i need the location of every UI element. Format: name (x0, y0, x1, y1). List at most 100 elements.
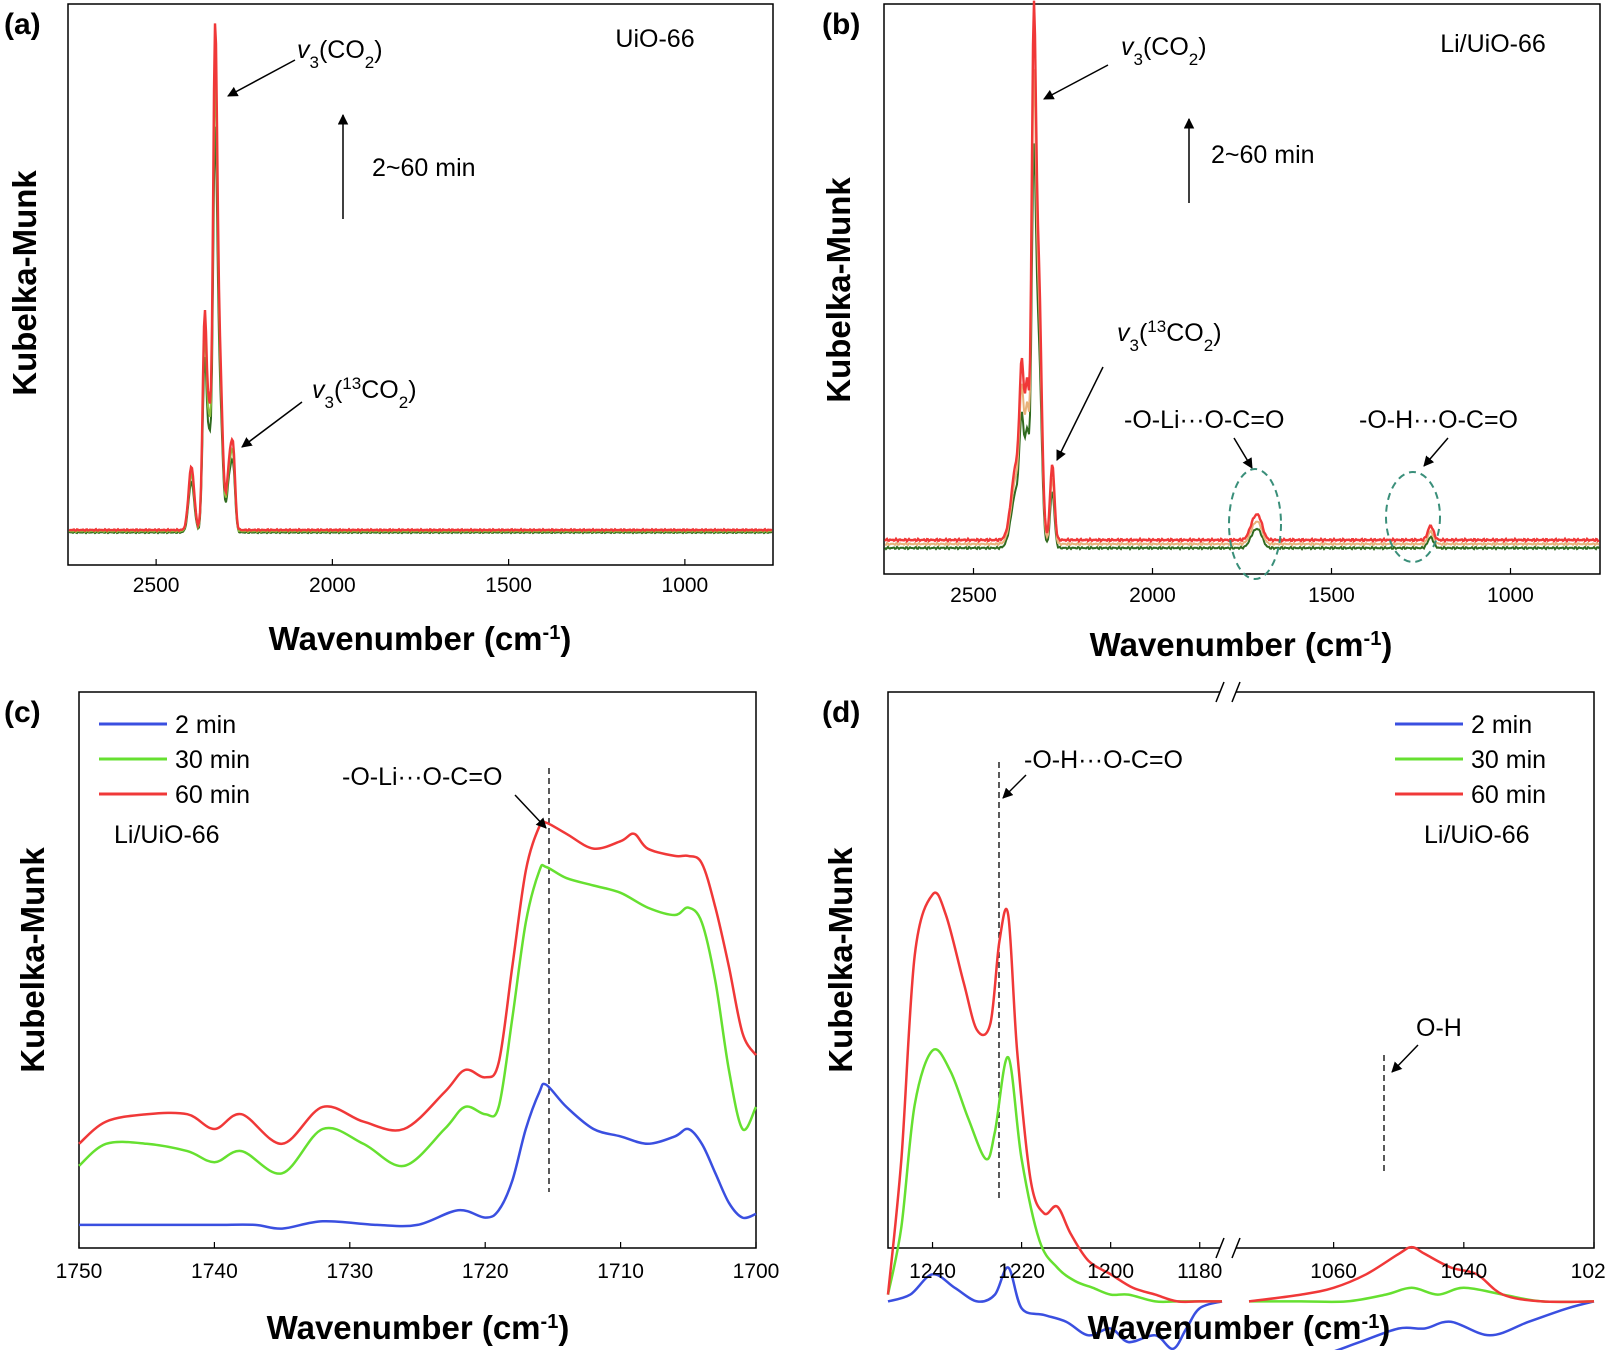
panel-c-sample-label: Li/UiO-66 (114, 821, 220, 849)
panel-b-time-label: 2~60 min (1211, 141, 1315, 169)
x-tick-label: 1000 (662, 574, 709, 597)
series-line-2-min (68, 126, 773, 535)
series-line-2-min (79, 1082, 757, 1230)
x-tick-label: 2000 (309, 574, 356, 597)
panel-d-arrow-oh (1391, 1044, 1419, 1073)
panel-d: (d) 1240 1220 1200 1180 1060 1040 1020 2 min 30… (822, 681, 1605, 1350)
series-line-30-min (68, 74, 773, 534)
panel-c-label: (c) (4, 696, 41, 729)
x-tick-label: 1020 (1571, 1260, 1605, 1283)
x-tick-label: 1200 (1087, 1260, 1134, 1283)
series-line-60-min (68, 23, 773, 533)
panel-b-arrow-oli (1233, 437, 1253, 469)
panel-d-xlabel: Wavenumber (cm-1) (1088, 1309, 1391, 1346)
series-line-left-2-min (887, 1266, 1223, 1350)
panel-a: (a) 2500 2000 1500 1000 UiO-66 v3(CO2) v3(1… (4, 3, 774, 657)
panel-d-series (886, 891, 1595, 1350)
panel-d-label: (d) (822, 696, 860, 729)
panel-d-break-gap-top (1220, 685, 1236, 699)
series-line-right-60-min (1248, 1245, 1595, 1304)
x-tick-label: 1710 (597, 1260, 644, 1283)
x-tick-label: 2000 (1129, 584, 1176, 607)
panel-d-annotation-oh: O-H (1416, 1014, 1462, 1042)
x-tick-label: 2500 (950, 584, 997, 607)
x-tick-label: 1720 (462, 1260, 509, 1283)
x-tick-label: 1060 (1310, 1260, 1357, 1283)
x-tick-label: 2500 (133, 574, 180, 597)
panel-b-highlight-oh (1385, 471, 1441, 563)
panel-b-arrow-13co2 (1056, 366, 1104, 461)
x-tick-label: 1700 (733, 1260, 780, 1283)
panel-c-annotation: -O-Li···O-C=O (342, 763, 502, 791)
panel-c-frame (78, 691, 757, 1249)
panel-c: (c) 1750 1740 1730 1720 1710 1700 2 min 30 min… (4, 691, 780, 1346)
series-line-left-30-min (886, 1048, 1222, 1304)
panel-a-label: (a) (4, 8, 41, 41)
panel-a-arrow-13co2 (241, 401, 303, 448)
panel-b-arrow-co2 (1043, 64, 1109, 100)
panel-d-annotation: -O-H···O-C=O (1024, 746, 1183, 774)
panel-d-frame (887, 691, 1595, 1249)
x-tick-label: 1500 (485, 574, 532, 597)
series-line-30-min (78, 863, 758, 1175)
panel-b-frame (883, 3, 1601, 575)
panel-d-ylabel: Kubelka-Munk (822, 847, 859, 1073)
x-tick-label: 1500 (1308, 584, 1355, 607)
panel-b-series (884, 0, 1600, 551)
x-tick-label: 1740 (191, 1260, 238, 1283)
panel-b-sample-label: Li/UiO-66 (1440, 30, 1546, 58)
panel-a-sample-label: UiO-66 (615, 25, 694, 53)
x-tick-label: 1750 (56, 1260, 103, 1283)
x-tick-label: 1240 (909, 1260, 956, 1283)
panel-a-xlabel: Wavenumber (cm-1) (269, 620, 572, 657)
panel-b-annotation-13co2: v3(13CO2) (1117, 317, 1222, 355)
x-tick-label: 1040 (1440, 1260, 1487, 1283)
panel-c-x-ticks: 1750 1740 1730 1720 1710 1700 (56, 1242, 780, 1283)
series-line-60-min (78, 819, 758, 1146)
legend-label: 30 min (1471, 746, 1546, 774)
x-tick-label: 1220 (998, 1260, 1045, 1283)
panel-b-label: (b) (822, 8, 860, 41)
legend-label: 60 min (1471, 781, 1546, 809)
panel-b-highlight-oli (1228, 468, 1282, 580)
panel-b-annotation-co2: v3(CO2) (1121, 33, 1207, 69)
series-line-60-min (884, 0, 1600, 544)
panel-c-legend: 2 min 30 min 60 min (99, 711, 250, 809)
panel-b-arrow-oh (1423, 437, 1449, 467)
panel-b-ylabel: Kubelka-Munk (820, 177, 857, 403)
legend-label: 60 min (175, 781, 250, 809)
legend-label: 2 min (1471, 711, 1532, 739)
panel-d-arrow (1002, 774, 1027, 799)
panel-a-ylabel: Kubelka-Munk (6, 170, 43, 396)
panel-c-series (78, 819, 758, 1230)
series-line-right-2-min (1334, 1300, 1595, 1350)
panel-d-legend: 2 min 30 min 60 min (1395, 711, 1546, 809)
panel-c-arrow (514, 794, 547, 829)
panel-a-series (68, 23, 773, 535)
panel-d-break-gap-bottom (1220, 1241, 1236, 1255)
panel-a-annotation-13co2: v3(13CO2) (312, 374, 417, 412)
panel-a-time-label: 2~60 min (372, 154, 476, 182)
panel-a-annotation-co2: v3(CO2) (297, 36, 383, 72)
series-line-30-min (884, 69, 1600, 547)
panel-d-sample-label: Li/UiO-66 (1424, 821, 1530, 849)
panel-b-annotation-oh: -O-H···O-C=O (1359, 406, 1518, 434)
panel-b-xlabel: Wavenumber (cm-1) (1090, 626, 1393, 663)
x-tick-label: 1000 (1487, 584, 1534, 607)
x-tick-label: 1180 (1177, 1260, 1222, 1283)
legend-label: 30 min (175, 746, 250, 774)
series-line-left-60-min (886, 891, 1222, 1304)
panel-a-arrow-co2 (227, 59, 296, 97)
panel-b: (b) 2500 2000 1500 1000 Li/UiO-66 v3(CO2) v… (820, 0, 1601, 663)
panel-d-x-ticks: 1240 1220 1200 1180 1060 1040 1020 (909, 1242, 1605, 1283)
panel-c-ylabel: Kubelka-Munk (14, 847, 51, 1073)
panel-a-x-ticks: 2500 2000 1500 1000 (133, 559, 708, 597)
panel-b-annotation-oli: -O-Li···O-C=O (1124, 406, 1284, 434)
panel-c-xlabel: Wavenumber (cm-1) (267, 1309, 570, 1346)
panel-b-x-ticks: 2500 2000 1500 1000 (950, 568, 1534, 607)
series-line-2-min (884, 143, 1600, 551)
panel-d-axis-break-marks (1215, 681, 1241, 1259)
x-tick-label: 1730 (326, 1260, 373, 1283)
legend-label: 2 min (175, 711, 236, 739)
